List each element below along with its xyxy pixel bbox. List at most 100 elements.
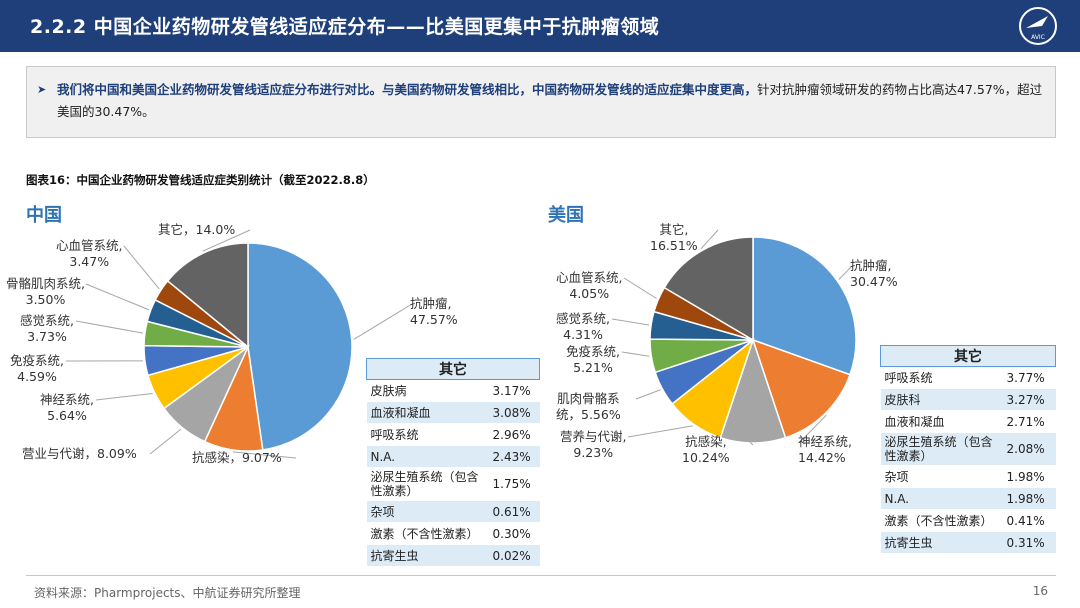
- table-row: N.A. 2.43%: [366, 445, 540, 468]
- table-value: 0.31%: [1000, 531, 1056, 554]
- table-value: 3.77%: [1000, 366, 1056, 389]
- table-row: 激素（不含性激素） 0.41%: [880, 509, 1056, 532]
- table-category: 皮肤病: [366, 379, 487, 402]
- table-category: 激素（不含性激素）: [366, 522, 487, 545]
- pie-1-label-3: 营养与代谢, 9.23%: [560, 429, 627, 460]
- pie-0-leader-5: [75, 320, 143, 334]
- pie-1-label-2: 抗感染, 10.24%: [682, 434, 730, 465]
- table-category: 抗寄生虫: [366, 544, 487, 567]
- us-pie-title: 美国: [548, 205, 584, 226]
- table-row: 呼吸系统 3.77%: [880, 366, 1056, 389]
- table-category: 皮肤科: [880, 388, 1001, 411]
- pie-1-label-4: 肌肉骨骼系 统，5.56%: [556, 391, 621, 422]
- logo-text: AVIC: [1031, 34, 1045, 41]
- slide-header: 2.2.2 中国企业药物研发管线适应症分布——比美国更集中于抗肿瘤领域 AVIC: [0, 0, 1080, 52]
- china-other-breakdown-table: 其它 皮肤病 3.17% 血液和凝血 3.08% 呼吸系统 2.96% N.A. 2.43% 泌…: [366, 358, 540, 567]
- table-category: 呼吸系统: [880, 366, 1001, 389]
- pie-0-slice-8: [166, 242, 249, 349]
- table-row: 皮肤病 3.17%: [366, 379, 540, 402]
- table-value: 3.27%: [1000, 388, 1056, 411]
- table-row: N.A. 1.98%: [880, 487, 1056, 510]
- pie-0-leader-7: [123, 245, 160, 290]
- pie-1-label-6: 感觉系统, 4.31%: [556, 311, 610, 342]
- pie-1-label-7: 心血管系统, 4.05%: [556, 270, 623, 301]
- table-category: 泌尿生殖系统（包含性激素）: [366, 467, 487, 501]
- table-category: 杂项: [366, 500, 487, 523]
- pie-1-slice-1: [751, 338, 851, 439]
- table-category: N.A.: [366, 445, 487, 468]
- table-row: 杂项 0.61%: [366, 500, 540, 523]
- table-category: 血液和凝血: [366, 401, 487, 424]
- pie-1-leader-7: [623, 277, 657, 299]
- pie-0-leader-2: [149, 428, 182, 455]
- summary-normal-text: 针对抗肿瘤领域研发的药物占比高达47.57%，超过美国的30.47%。: [57, 82, 1043, 119]
- pie-1-leader-6: [611, 318, 650, 326]
- pie-0-label-6: 骨骼肌肉系统, 3.50%: [6, 276, 85, 307]
- table-category: 抗寄生虫: [880, 531, 1001, 554]
- bullet-arrow-icon: ➤: [37, 83, 47, 96]
- pie-0-leader-3: [95, 392, 153, 401]
- pie-0-label-1: 抗感染，9.07%: [192, 450, 282, 465]
- table-value: 2.71%: [1000, 410, 1056, 433]
- china-table-header: 其它: [366, 358, 540, 380]
- table-value: 0.30%: [486, 522, 540, 545]
- table-value: 1.75%: [486, 467, 540, 501]
- table-row: 血液和凝血 2.71%: [880, 410, 1056, 433]
- pie-0-leader-8: [202, 229, 251, 252]
- figure-caption: 图表16：中国企业药物研发管线适应症类别统计（截至2022.8.8）: [26, 173, 375, 187]
- table-value: 2.08%: [1000, 432, 1056, 466]
- table-category: 泌尿生殖系统（包含性激素）: [880, 432, 1001, 466]
- pie-1-leader-0: [838, 265, 853, 280]
- pie-1-leader-4: [635, 389, 661, 400]
- pie-0-label-8: 其它，14.0%: [158, 222, 236, 237]
- table-row: 血液和凝血 3.08%: [366, 401, 540, 424]
- us-table-header: 其它: [880, 345, 1056, 367]
- table-value: 2.96%: [486, 423, 540, 446]
- table-row: 激素（不含性激素） 0.30%: [366, 522, 540, 545]
- table-row: 杂项 1.98%: [880, 465, 1056, 488]
- summary-text: 我们将中国和美国企业药物研发管线适应症分布进行对比。与美国药物研发管线相比，中国…: [57, 79, 1047, 123]
- summary-bold-text: 我们将中国和美国企业药物研发管线适应症分布进行对比。与美国药物研发管线相比，中国…: [57, 82, 758, 97]
- table-value: 1.98%: [1000, 487, 1056, 510]
- pie-0-slice-0: [247, 242, 353, 451]
- footer-divider: [26, 575, 1056, 576]
- pie-1-label-0: 抗肿瘤, 30.47%: [850, 258, 898, 289]
- pie-1-leader-5: [621, 351, 650, 357]
- table-category: 杂项: [880, 465, 1001, 488]
- table-value: 2.43%: [486, 445, 540, 468]
- pie-0-label-0: 抗肿瘤, 47.57%: [410, 296, 458, 327]
- pie-1-leader-2: [749, 441, 754, 446]
- china-pie-title: 中国: [26, 205, 62, 226]
- pie-1-label-5: 免疫系统, 5.21%: [566, 344, 620, 375]
- pie-1-slice-8: [663, 236, 754, 342]
- avic-logo: AVIC: [1019, 7, 1057, 45]
- pie-1-leader-8: [700, 229, 719, 250]
- page-number: 16: [1032, 584, 1048, 598]
- pie-0-label-2: 营业与代谢，8.09%: [22, 446, 137, 461]
- pie-0-label-3: 神经系统, 5.64%: [40, 392, 94, 423]
- pie-1-slice-0: [752, 236, 857, 376]
- pie-1-label-8: 其它, 16.51%: [650, 222, 698, 253]
- table-category: 血液和凝血: [880, 410, 1001, 433]
- pie-0-leader-1: [232, 451, 297, 459]
- table-value: 0.02%: [486, 544, 540, 567]
- table-row: 呼吸系统 2.96%: [366, 423, 540, 446]
- pie-0-leader-6: [85, 283, 149, 311]
- pie-0-label-5: 感觉系统, 3.73%: [20, 313, 74, 344]
- slide-title: 2.2.2 中国企业药物研发管线适应症分布——比美国更集中于抗肿瘤领域: [30, 16, 660, 38]
- source-note: 资料来源：Pharmprojects、中航证券研究所整理: [34, 586, 301, 600]
- table-row: 抗寄生虫 0.31%: [880, 531, 1056, 554]
- table-category: N.A.: [880, 487, 1001, 510]
- us-other-breakdown-table: 其它 呼吸系统 3.77% 皮肤科 3.27% 血液和凝血 2.71% 泌尿生殖系统（包含性…: [880, 345, 1056, 554]
- pie-0-leader-0: [353, 303, 413, 340]
- table-row: 泌尿生殖系统（包含性激素） 1.75%: [366, 467, 540, 501]
- pie-1-leader-3: [627, 425, 693, 438]
- pie-0-label-4: 免疫系统, 4.59%: [10, 353, 64, 384]
- table-value: 3.08%: [486, 401, 540, 424]
- table-row: 泌尿生殖系统（包含性激素） 2.08%: [880, 432, 1056, 466]
- pie-1-label-1: 神经系统, 14.42%: [798, 434, 852, 465]
- table-row: 皮肤科 3.27%: [880, 388, 1056, 411]
- pie-1-leader-1: [799, 414, 827, 443]
- table-value: 0.41%: [1000, 509, 1056, 532]
